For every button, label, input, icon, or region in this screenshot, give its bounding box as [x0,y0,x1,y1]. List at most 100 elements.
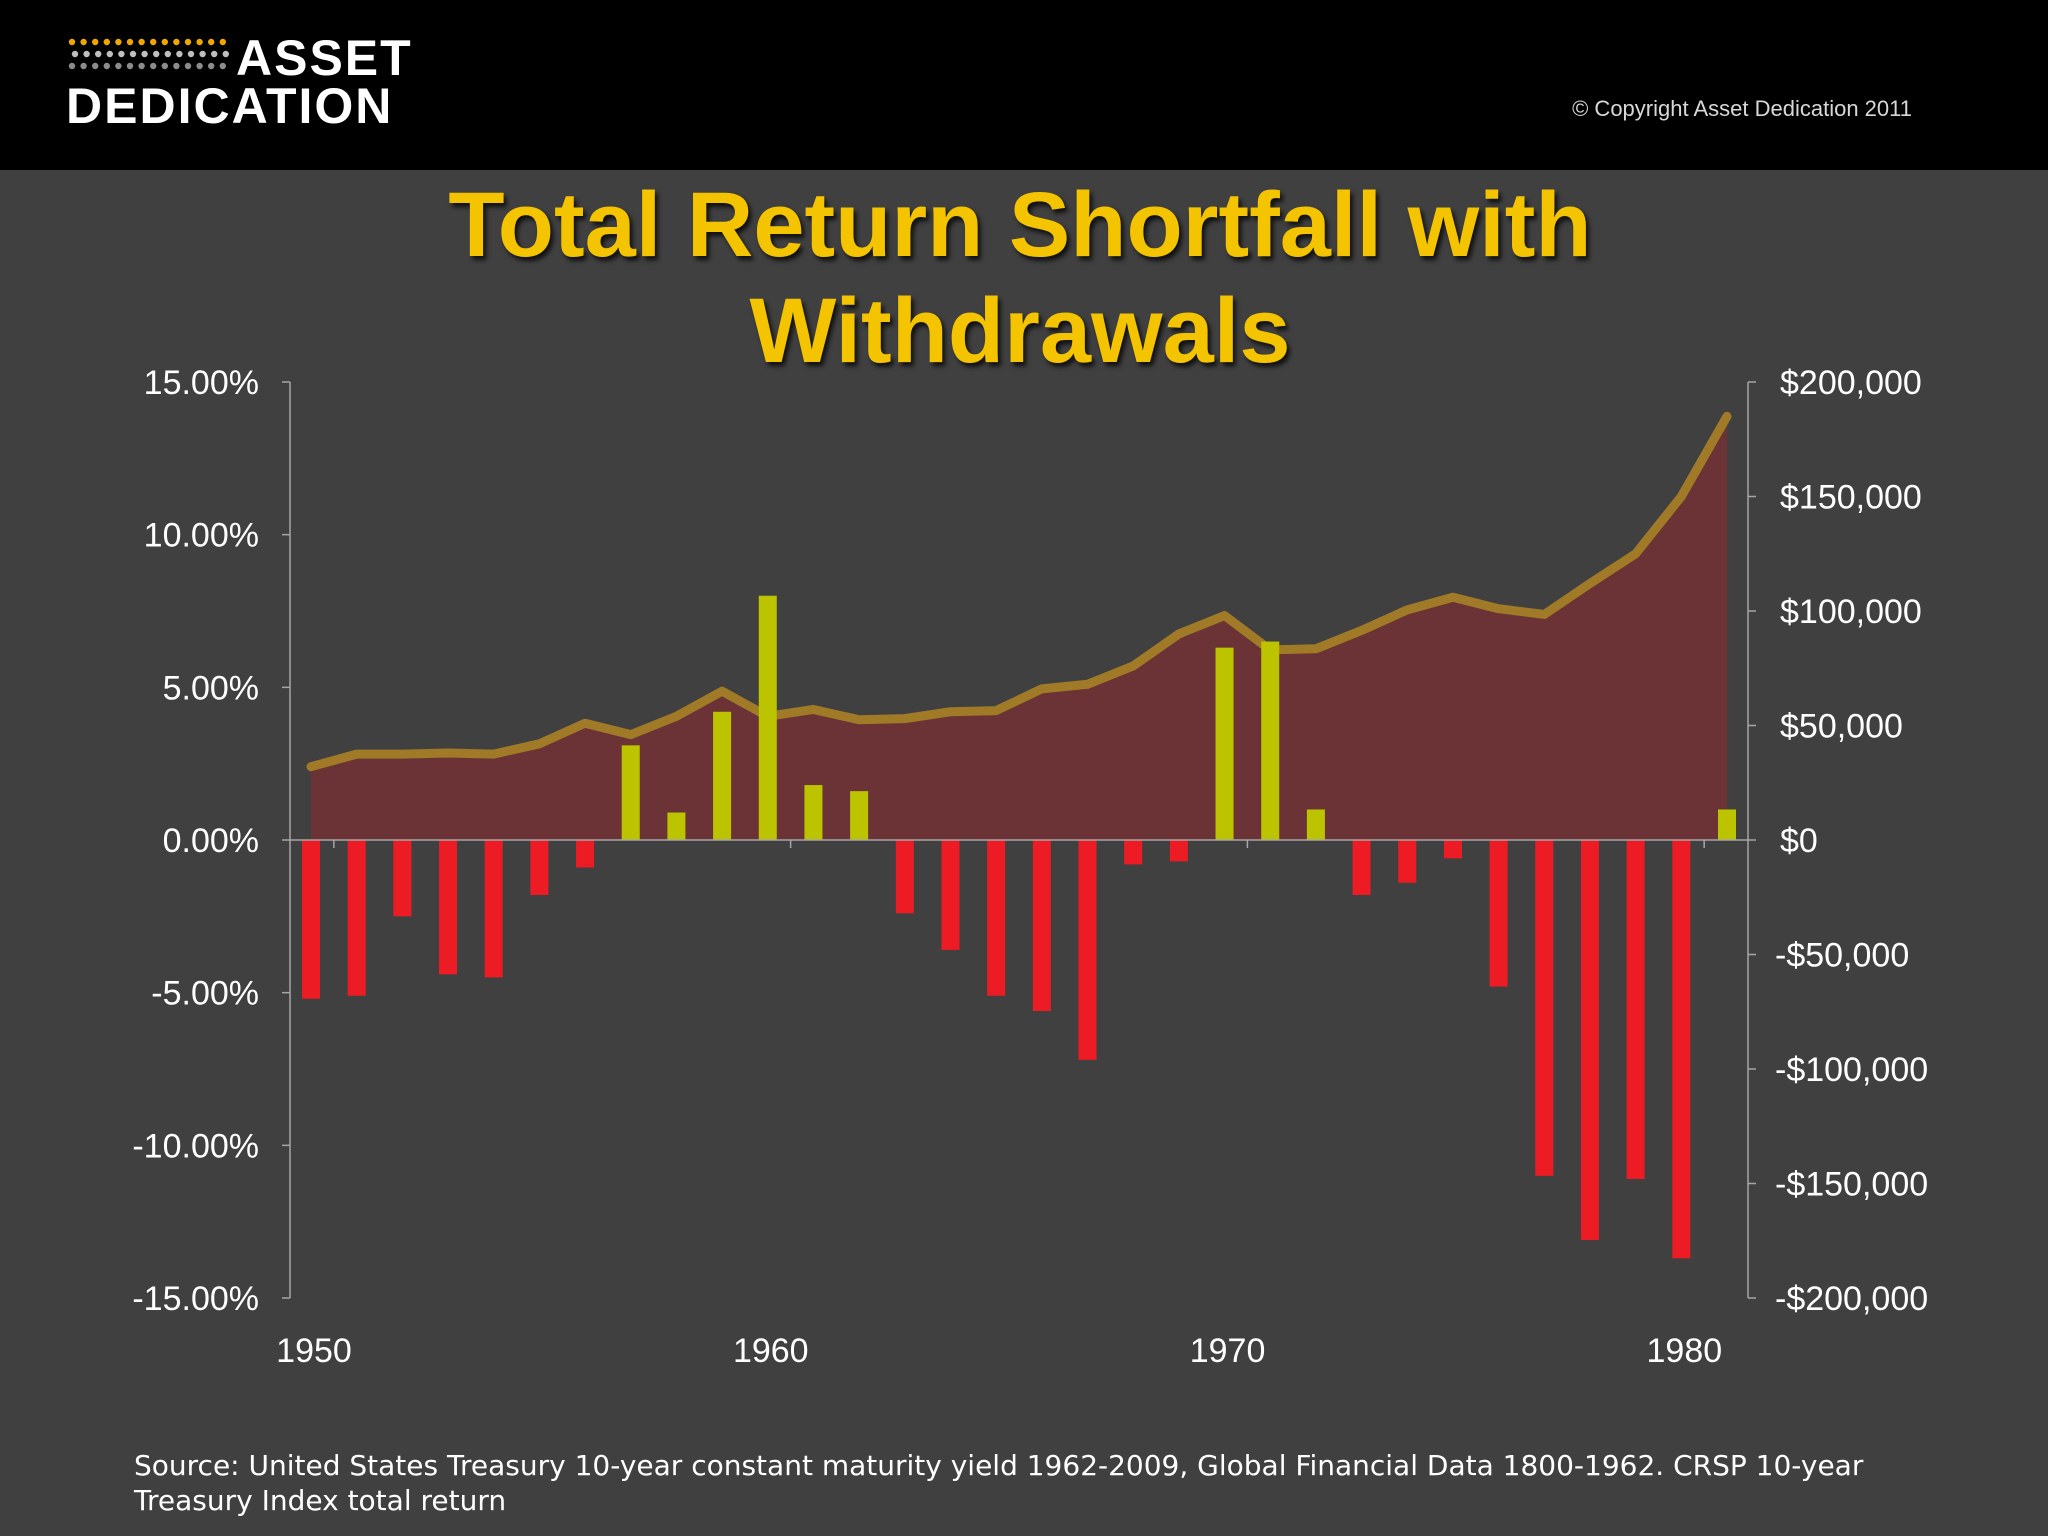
bar [895,840,914,914]
bar [1718,809,1736,840]
logo-dot [103,62,110,70]
company-logo: ASSET DEDICATION [66,30,426,140]
bar [1032,840,1051,1011]
bar [530,840,549,895]
logo-dot [173,62,180,70]
bar [1672,840,1691,1259]
right-tick-label: $200,000 [1780,364,1922,402]
logo-dot [164,50,171,58]
right-tick-label: -$100,000 [1775,1051,1928,1089]
bar [1580,840,1599,1240]
logo-dot [211,50,218,58]
left-tick-label: 5.00% [163,669,259,707]
area-series [306,411,1732,840]
logo-dot [196,62,203,70]
bar [1352,840,1371,895]
logo-dot [161,62,168,70]
copyright-notice: © Copyright Asset Dedication 2011 [1572,96,1912,121]
bar [850,791,869,840]
logo-dot [129,50,137,58]
logo-dot [80,62,87,70]
x-tick-label: 1960 [733,1332,809,1370]
bar [1306,809,1325,840]
logo-dot [199,50,206,58]
left-tick-label: 15.00% [144,364,259,402]
bar [1124,840,1143,865]
logo-dot [219,38,226,46]
logo-dot [138,38,145,46]
axes: 15.00% 10.00% 5.00% 0.00% -5.00% -10.00% -15.0… [132,364,1928,1370]
logo-dot [208,38,215,46]
bar [667,812,686,840]
logo-dot [138,62,145,70]
left-tick-label: -10.00% [132,1127,259,1165]
bar [484,840,503,978]
logo-dot [208,62,215,70]
bar [1078,840,1097,1060]
logo-dot [103,38,110,46]
logo-dot [222,50,229,58]
bar [576,840,595,868]
right-tick-label: $0 [1780,822,1818,860]
header-bar: ASSET DEDICATION © Copyright Asset Dedic… [0,0,2048,170]
logo-dot [184,62,192,70]
logo-dot [83,50,90,58]
left-tick-label: -5.00% [151,975,259,1013]
area-line [306,411,1732,772]
right-tick-label: $150,000 [1780,479,1922,517]
right-tick-label: $100,000 [1780,593,1922,631]
bar [758,595,777,840]
logo-dot [126,62,134,70]
logo-dot [219,62,226,70]
logo-dot [95,50,102,58]
source-note: Source: United States Treasury 10-year c… [134,1449,1864,1517]
bar [713,711,732,840]
right-tick-label: -$200,000 [1775,1280,1928,1318]
logo-dot [106,50,113,58]
chart-area: 15.00% 10.00% 5.00% 0.00% -5.00% -10.00% -15.0… [132,364,1928,1370]
logo-dot [176,50,183,58]
logo-text-line1: ASSET [236,30,413,86]
logo-dot [115,62,122,70]
logo-dot [184,38,192,46]
right-tick-label: -$150,000 [1775,1166,1928,1204]
logo-text-line2: DEDICATION [66,78,394,134]
logo-dot [126,38,134,46]
logo-dots-icon [68,38,229,70]
bar [1626,840,1645,1179]
logo-dot [92,38,99,46]
bar [302,840,320,999]
bar [804,785,823,840]
left-tick-label: -15.00% [132,1280,259,1318]
logo-dot [153,50,160,58]
bar [987,840,1006,996]
logo-dot [68,62,76,70]
bar [439,840,458,975]
right-tick-label: $50,000 [1780,708,1903,746]
bar [1398,840,1417,883]
bar [347,840,366,996]
x-tick-label: 1970 [1190,1332,1266,1370]
logo-dot [141,50,148,58]
left-tick-label: 0.00% [163,822,259,860]
bar [393,840,412,917]
bar [1489,840,1508,987]
logo-dot [118,50,125,58]
chart-title: Total Return Shortfall with Withdrawals [448,174,1592,382]
logo-dot [68,38,76,46]
bar-series [302,595,1736,1259]
logo-dot [196,38,203,46]
left-tick-label: 10.00% [144,517,259,555]
x-tick-label: 1950 [276,1332,352,1370]
bar [941,840,960,950]
bar [621,745,640,840]
area-fill [311,416,1727,840]
logo-dot [71,50,79,58]
logo-dot [150,38,157,46]
bar [1443,840,1462,859]
logo-dot [173,38,180,46]
logo-dot [92,62,99,70]
logo-dot [115,38,122,46]
bar [1215,647,1234,840]
x-tick-label: 1980 [1647,1332,1723,1370]
